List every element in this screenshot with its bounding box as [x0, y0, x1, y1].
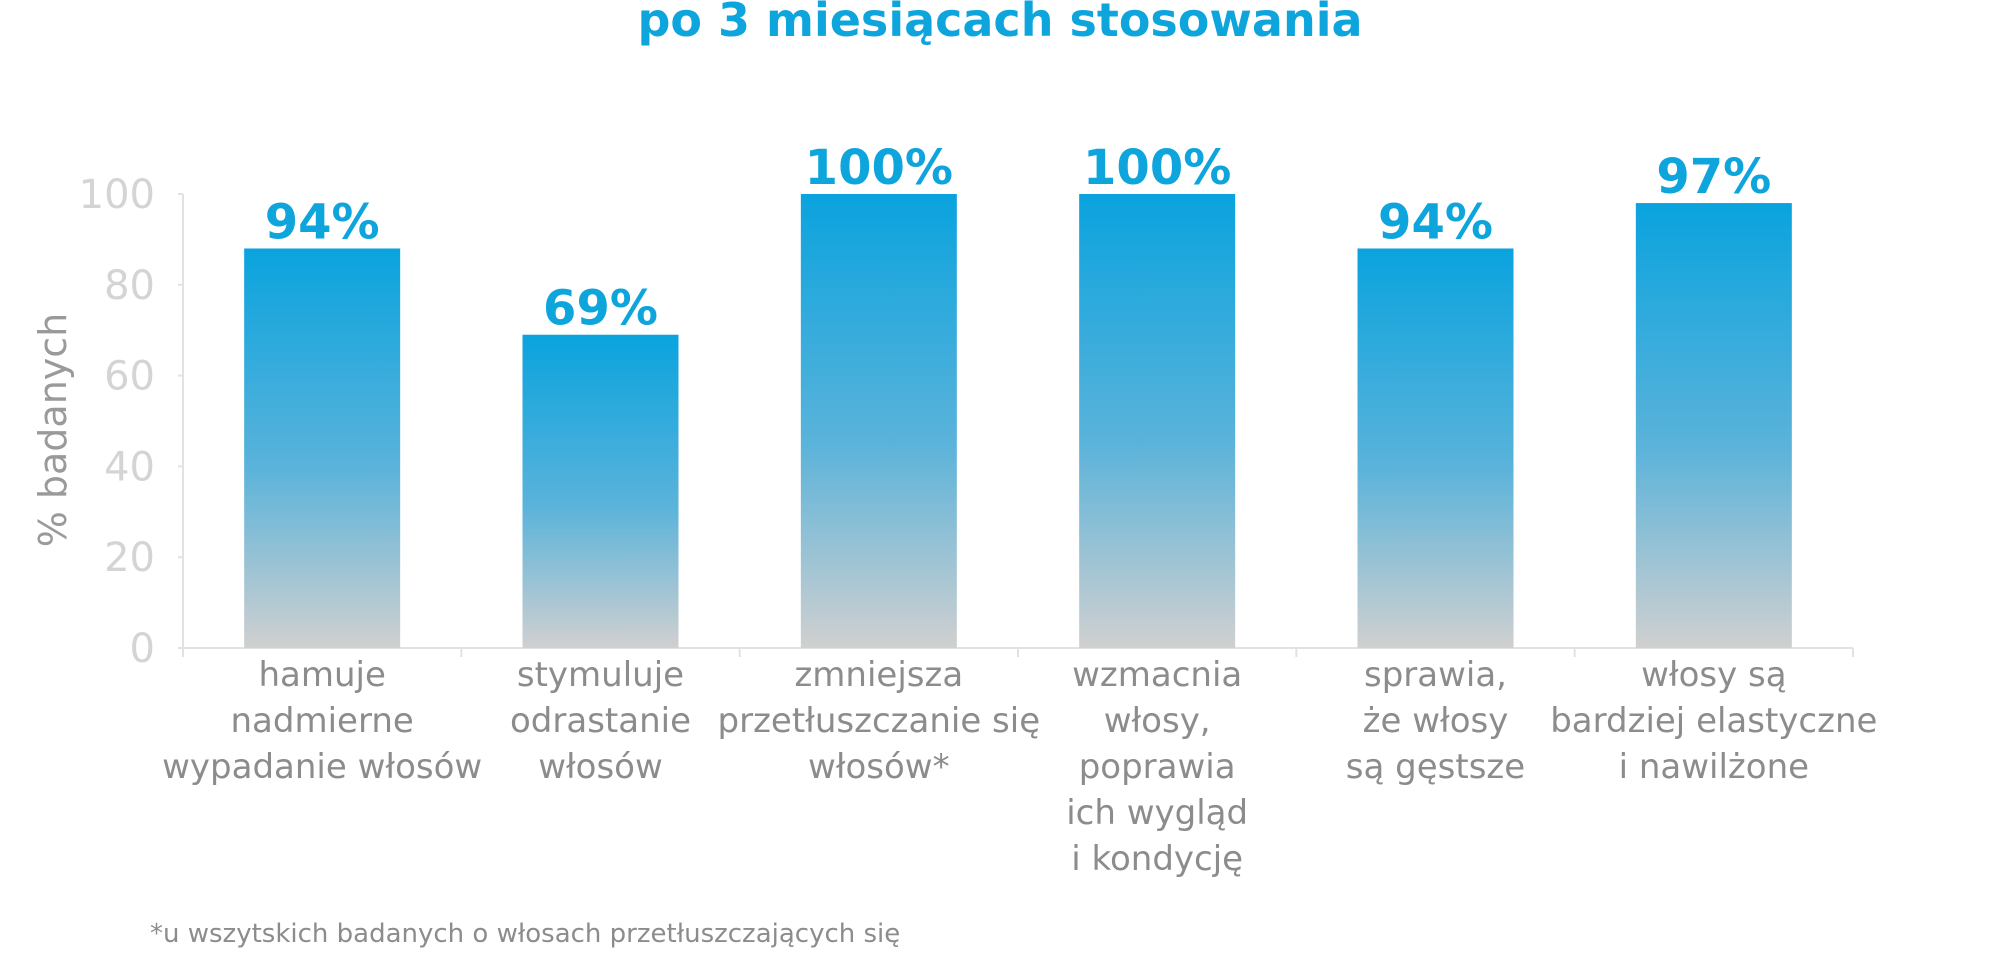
bar — [522, 334, 679, 648]
category-label: zmniejsza przetłuszczanie się włosów* — [718, 655, 1041, 787]
category-label-line: przetłuszczanie się — [718, 701, 1041, 741]
bar — [244, 248, 401, 649]
category-label-line: że włosy — [1363, 701, 1509, 741]
category-label-line: włosy, — [1104, 701, 1211, 741]
category-label-line: poprawia — [1079, 747, 1236, 787]
category-label-line: odrastanie — [510, 701, 691, 741]
category-label-line: bardziej elastyczne — [1550, 701, 1877, 741]
category-label-line: włosów* — [808, 747, 950, 787]
category-label-line: wypadanie włosów — [162, 747, 482, 787]
bar — [1079, 194, 1236, 648]
bar — [1357, 248, 1514, 649]
footnote: *u wszytskich badanych o włosach przetłu… — [150, 919, 900, 949]
y-axis-ticks: 0 20 40 60 80 100 — [79, 172, 183, 672]
category-label-line: nadmierne — [231, 701, 414, 741]
bar-value-label: 69% — [543, 281, 658, 337]
category-label-line: i kondycję — [1071, 839, 1243, 879]
y-tick-label: 0 — [130, 626, 155, 672]
bars — [244, 194, 1792, 649]
bar — [800, 194, 957, 648]
y-tick-label: 100 — [79, 172, 155, 218]
category-label: sprawia, że włosy są gęstsze — [1346, 655, 1525, 787]
category-label-line: sprawia, — [1364, 655, 1507, 695]
category-label-line: i nawilżone — [1619, 747, 1809, 787]
category-label-line: są gęstsze — [1346, 747, 1525, 787]
bar-value-label: 100% — [805, 140, 953, 196]
category-label: wzmacnia włosy, poprawia ich wygląd i kondyc… — [1066, 655, 1248, 879]
category-label: hamuje nadmierne wypadanie włosów — [162, 655, 482, 787]
category-label-line: stymuluje — [517, 655, 684, 695]
chart-title: po 3 miesiącach stosowania — [637, 0, 1362, 47]
y-tick-label: 20 — [104, 535, 155, 581]
y-tick-label: 80 — [104, 263, 155, 309]
category-label-line: ich wygląd — [1066, 793, 1248, 833]
y-tick-label: 60 — [104, 354, 155, 400]
bar-value-label: 94% — [265, 194, 380, 250]
y-tick-label: 40 — [104, 444, 155, 490]
category-label-line: zmniejsza — [794, 655, 963, 695]
category-label-line: włosy są — [1641, 655, 1786, 695]
bar-value-label: 94% — [1378, 194, 1493, 250]
y-axis-label: % badanych — [31, 313, 75, 548]
category-label: stymuluje odrastanie włosów — [510, 655, 691, 787]
category-label: włosy są bardziej elastyczne i nawilżone — [1550, 655, 1877, 787]
category-label-line: włosów — [538, 747, 663, 787]
category-label-line: hamuje — [258, 655, 385, 695]
category-labels: hamuje nadmierne wypadanie włosów stymuluje… — [162, 655, 1877, 879]
x-axis — [182, 194, 1854, 657]
data-labels: 94% 69% 100% 100% 94% 97% — [265, 140, 1772, 337]
bar-value-label: 100% — [1083, 140, 1231, 196]
bar-value-label: 97% — [1656, 149, 1771, 205]
bar — [1635, 203, 1792, 648]
category-label-line: wzmacnia — [1072, 655, 1242, 695]
